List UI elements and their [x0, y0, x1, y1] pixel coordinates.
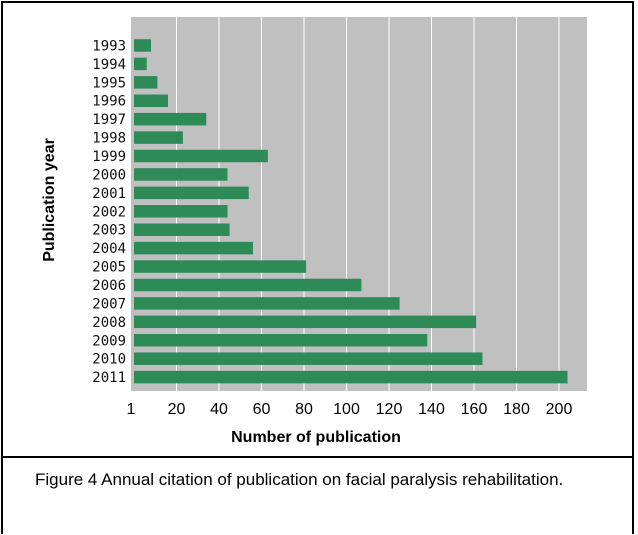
y-tick-label: 2001: [92, 186, 126, 202]
bar-2003: [134, 223, 230, 236]
y-tick-label: 2011: [92, 370, 126, 386]
bar-1994: [134, 57, 147, 71]
bar-2011: [134, 370, 568, 384]
bar-2010: [134, 352, 483, 365]
bar-1998: [134, 131, 183, 144]
bar-chart: 1993199419951996199719981999200020012002…: [41, 17, 587, 446]
bar-1993: [134, 39, 151, 52]
x-tick-label: 80: [295, 401, 313, 418]
x-tick-label: 1: [127, 401, 136, 418]
x-tick-label: 200: [546, 401, 573, 418]
x-tick-label: 120: [376, 401, 403, 418]
y-tick-label: 2007: [92, 296, 126, 312]
y-tick-label: 2003: [92, 223, 126, 239]
y-tick-label: 2002: [92, 204, 126, 220]
plot-area: [131, 17, 587, 391]
y-tick-label: 1999: [92, 149, 126, 165]
x-tick-label: 100: [333, 401, 360, 418]
y-tick-label: 1995: [92, 75, 126, 91]
bar-1996: [134, 94, 168, 107]
x-tick-label: 140: [418, 401, 445, 418]
bar-2001: [134, 186, 249, 200]
y-tick-label: 1993: [92, 38, 126, 54]
y-tick-label: 2004: [92, 241, 126, 257]
y-tick-label: 2009: [92, 333, 126, 349]
y-axis-label: Publication year: [41, 138, 58, 262]
x-tick-label: 40: [210, 401, 228, 418]
x-tick-label: 180: [503, 401, 530, 418]
y-tick-label: 2000: [92, 167, 126, 183]
y-tick-label: 2006: [92, 278, 126, 294]
y-tick-label: 1997: [92, 112, 126, 128]
y-tick-label: 2008: [92, 315, 126, 331]
figure-caption: Figure 4 Annual citation of publication …: [35, 470, 564, 489]
x-tick-label: 160: [461, 401, 488, 418]
x-axis-label: Number of publication: [231, 429, 401, 446]
y-tick-label: 1998: [92, 131, 126, 147]
bar-2008: [134, 315, 477, 329]
bar-1997: [134, 112, 207, 126]
bar-2000: [134, 168, 228, 181]
bar-2007: [134, 297, 400, 310]
y-tick-label: 2005: [92, 260, 126, 276]
y-tick-label: 1996: [92, 94, 126, 110]
y-tick-label: 1994: [92, 57, 126, 73]
bar-2004: [134, 241, 253, 255]
bar-1999: [134, 149, 268, 163]
bar-1995: [134, 76, 158, 89]
x-tick-label: 60: [253, 401, 271, 418]
bar-2006: [134, 278, 362, 292]
bar-2005: [134, 260, 307, 273]
figure-divider: [1, 456, 634, 458]
y-tick-label: 2010: [92, 352, 126, 368]
x-tick-label: 20: [168, 401, 186, 418]
bar-2002: [134, 205, 228, 218]
bar-2009: [134, 334, 428, 347]
